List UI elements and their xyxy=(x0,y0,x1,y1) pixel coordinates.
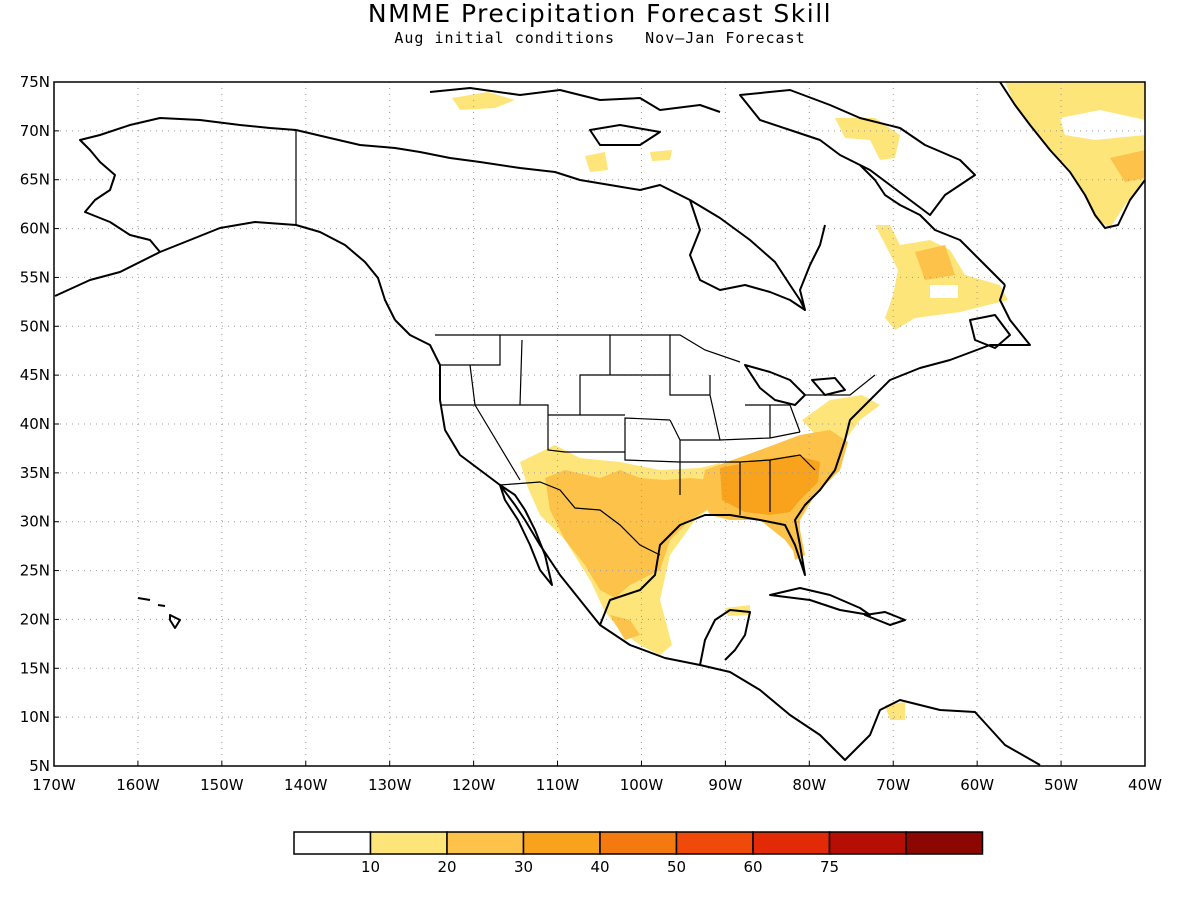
legend-swatch xyxy=(522,831,601,855)
skill-region-labrador-gap xyxy=(930,285,958,298)
latitude-tick-label: 50N xyxy=(20,317,50,335)
chart-title: NMME Precipitation Forecast Skill xyxy=(367,0,833,28)
longitude-tick-label: 70W xyxy=(876,776,910,794)
latitude-tick-label: 40N xyxy=(20,415,50,433)
coast-labrador xyxy=(859,164,1006,286)
latitude-tick-label: 25N xyxy=(20,562,50,580)
legend-label: 10 xyxy=(361,858,380,876)
coast-hawaii xyxy=(137,597,181,629)
coast-baja xyxy=(499,484,553,586)
legend-swatch xyxy=(752,831,831,855)
border-us-mexico xyxy=(499,481,661,556)
coast-canada-arctic xyxy=(295,129,826,311)
longitude-tick-label: 150W xyxy=(200,776,244,794)
skill-region-northeast xyxy=(802,395,880,440)
skill-region-arctic-3 xyxy=(650,150,672,161)
longitude-tick-label: 170W xyxy=(32,776,76,794)
legend-swatch xyxy=(446,831,525,855)
longitude-tick-label: 100W xyxy=(620,776,664,794)
latitude-tick-label: 20N xyxy=(20,610,50,628)
skill-region-greenland-high xyxy=(1110,150,1145,182)
border-states xyxy=(440,335,816,515)
latitude-tick-label: 30N xyxy=(20,513,50,531)
chart-subtitle: Aug initial conditions Nov–Jan Forecast xyxy=(394,29,806,47)
coast-newfoundland xyxy=(969,314,1011,349)
coast-hispaniola xyxy=(864,611,906,626)
longitude-tick-label: 110W xyxy=(536,776,580,794)
coast-greenland xyxy=(999,81,1146,229)
latitude-tick-label: 5N xyxy=(29,757,50,775)
latitude-tick-label: 35N xyxy=(20,464,50,482)
latitude-labels: 75N 70N 65N 60N 55N 50N 45N 40N 35N 30N 25N 20N 15N 1… xyxy=(20,73,59,775)
longitude-tick-label: 130W xyxy=(368,776,412,794)
longitude-tick-label: 40W xyxy=(1128,776,1162,794)
color-legend: 10 20 30 40 50 60 75 xyxy=(293,831,984,876)
skill-region-texas xyxy=(545,470,715,598)
legend-label: 75 xyxy=(820,858,839,876)
latitude-tick-label: 10N xyxy=(20,708,50,726)
skill-region-labrador xyxy=(875,225,1008,330)
coastlines xyxy=(54,81,1146,766)
longitude-tick-label: 50W xyxy=(1044,776,1078,794)
latitude-tick-label: 55N xyxy=(20,268,50,286)
skill-region-mexico-coast xyxy=(610,615,640,640)
legend-swatch xyxy=(369,831,448,855)
longitude-labels: 170W 160W 150W 140W 130W 120W 110W 100W 90W 80W 70… xyxy=(32,761,1162,794)
latitude-tick-label: 45N xyxy=(20,366,50,384)
legend-label: 50 xyxy=(667,858,686,876)
latitude-tick-label: 15N xyxy=(20,659,50,677)
latitude-tick-label: 75N xyxy=(20,73,50,91)
legend-label: 20 xyxy=(437,858,456,876)
legend-swatch xyxy=(828,831,907,855)
legend-swatch xyxy=(599,831,678,855)
legend-swatch xyxy=(293,831,372,855)
skill-region-arctic-2 xyxy=(585,152,608,172)
legend-label: 40 xyxy=(590,858,609,876)
skill-region-caribbean xyxy=(885,702,905,720)
coast-gulf xyxy=(599,284,1031,626)
longitude-tick-label: 140W xyxy=(284,776,328,794)
latitude-tick-label: 65N xyxy=(20,171,50,189)
legend-label: 60 xyxy=(743,858,762,876)
coast-alaska xyxy=(54,117,396,321)
longitude-tick-label: 120W xyxy=(452,776,496,794)
skill-region-arctic-1 xyxy=(452,92,515,110)
longitude-tick-label: 160W xyxy=(116,776,160,794)
skill-region-labrador-mid xyxy=(915,245,955,280)
coast-islands-arctic xyxy=(429,87,976,216)
coast-great-lakes xyxy=(744,364,846,406)
coast-cuba xyxy=(769,587,871,616)
legend-swatch xyxy=(905,831,984,855)
coast-yucatan xyxy=(699,609,751,666)
longitude-tick-label: 80W xyxy=(792,776,826,794)
coast-west-us xyxy=(394,319,1041,766)
political-borders xyxy=(295,130,876,556)
latitude-tick-label: 70N xyxy=(20,122,50,140)
skill-region-greenland-gap xyxy=(1060,110,1145,140)
latitude-tick-label: 60N xyxy=(20,220,50,238)
legend-label: 30 xyxy=(514,858,533,876)
longitude-tick-label: 90W xyxy=(708,776,742,794)
map-grid xyxy=(54,82,1145,766)
skill-region-baffin xyxy=(835,118,900,160)
border-us-canada xyxy=(435,334,876,396)
coast-hudson-bay xyxy=(689,199,806,311)
legend-swatch xyxy=(675,831,754,855)
longitude-tick-label: 60W xyxy=(960,776,994,794)
map-frame xyxy=(53,81,1146,767)
